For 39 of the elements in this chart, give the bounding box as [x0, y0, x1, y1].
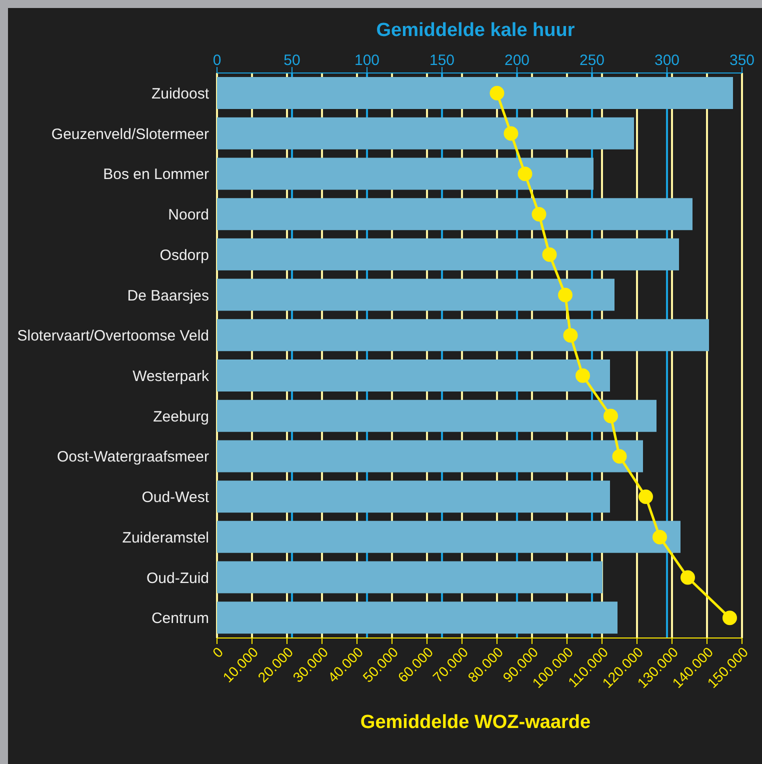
point	[558, 288, 572, 302]
x-axis-title: Gemiddelde WOZ-waarde	[359, 712, 592, 734]
y-tick-label: Westerpark	[132, 368, 210, 386]
x2-tick-label: 100	[354, 52, 380, 69]
x2-tick-label: 200	[504, 52, 530, 69]
y-tick-label: De Baarsjes	[127, 287, 209, 304]
point	[680, 570, 695, 585]
y-tick-label: Bos en Lommer	[103, 166, 209, 184]
y-tick-label: Geuzenveld/Slotermeer	[51, 126, 209, 143]
x2-tick-label: 150	[429, 52, 455, 69]
y-tick-label: Centrum	[151, 610, 209, 628]
point	[542, 247, 557, 262]
point	[504, 126, 518, 141]
y-tick-label: Oud-West	[142, 489, 210, 506]
x2-tick-label: 50	[284, 52, 300, 69]
point	[612, 449, 627, 464]
point	[532, 207, 546, 222]
x2-tick-label: 300	[654, 52, 680, 69]
point	[563, 328, 578, 343]
y-tick-label: Slotervaart/Overtoomse Veld	[17, 328, 209, 345]
y-tick-label: Oud-Zuid	[146, 570, 209, 587]
point	[604, 408, 618, 424]
point	[490, 86, 504, 100]
y-tick-label: Osdorp	[160, 246, 209, 264]
point	[652, 530, 667, 544]
point	[722, 610, 737, 626]
x2-tick-label: 250	[579, 52, 605, 69]
x2-tick-label: 0	[212, 52, 222, 69]
x2-axis-title: Gemiddelde kale huur	[375, 20, 576, 42]
point	[576, 368, 590, 383]
y-tick-label: Noord	[168, 206, 209, 224]
y-tick-label: Zuidoost	[151, 86, 210, 103]
x-tick-label: 0	[209, 644, 226, 661]
y-tick-label: Zeeburg	[153, 408, 209, 426]
y-tick-label: Zuideramstel	[122, 529, 209, 546]
y-tick-label: Oost-Watergraafsmeer	[57, 448, 209, 466]
point	[518, 166, 532, 182]
point	[638, 490, 653, 504]
x2-tick-label: 350	[729, 52, 755, 69]
